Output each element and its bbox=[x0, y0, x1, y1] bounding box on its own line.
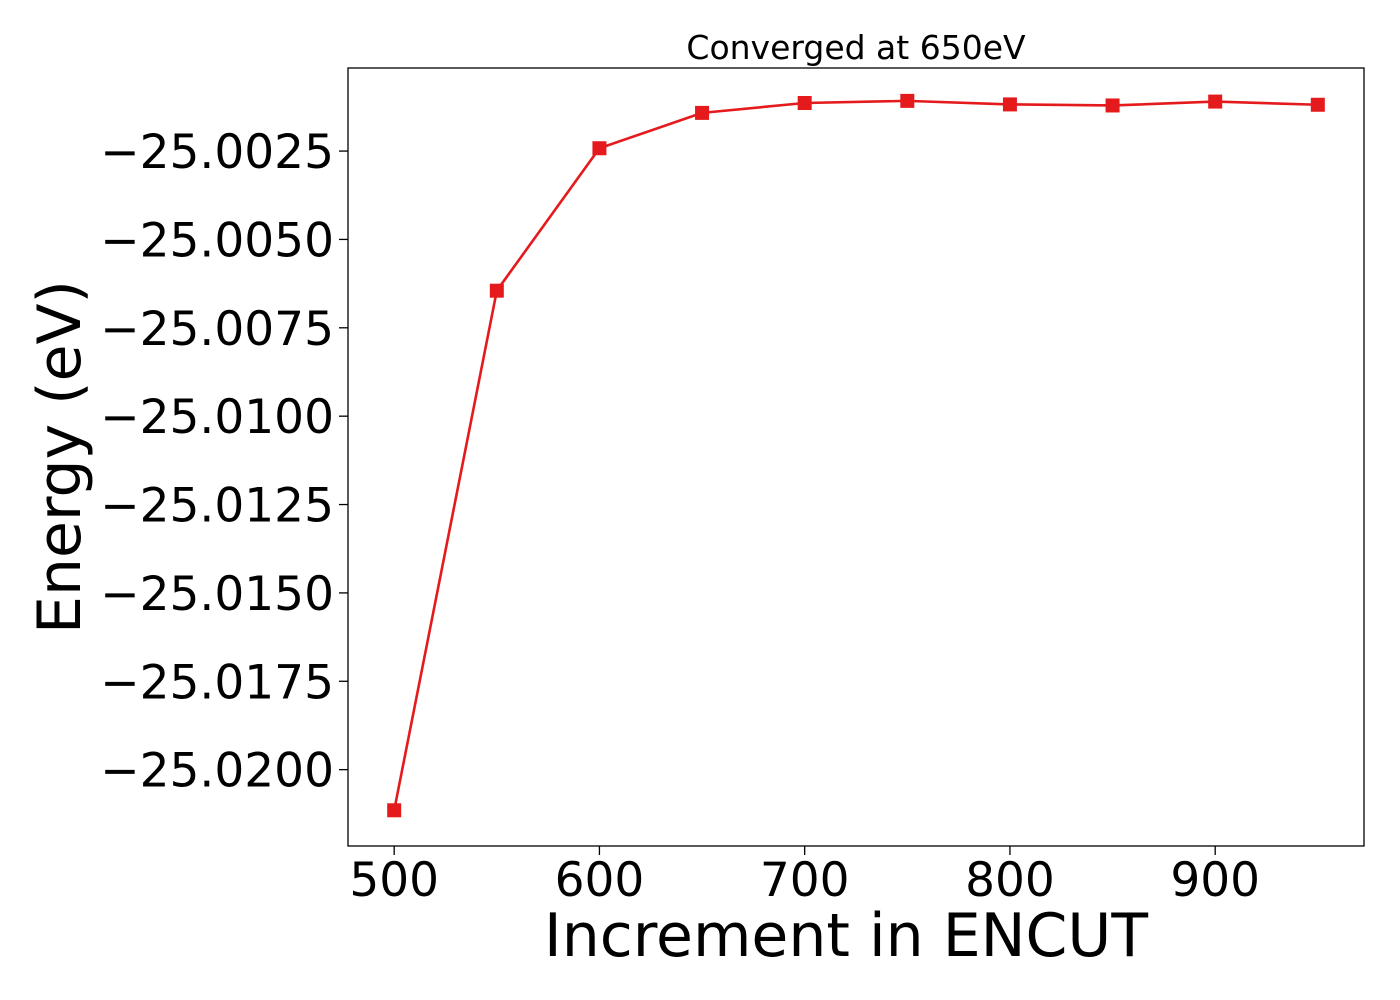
energy-data-point bbox=[1002, 97, 1017, 112]
energy-data-point bbox=[387, 803, 402, 818]
x-axis-ticks: 500 600 700 800 900 bbox=[349, 846, 1260, 908]
energy-data-point bbox=[900, 93, 915, 108]
energy-data-point bbox=[592, 141, 607, 156]
y-axis-label: Energy (eV) bbox=[25, 280, 95, 634]
energy-data-point bbox=[695, 105, 710, 120]
y-axis-ticks: −25.0025 −25.0050 −25.0075 −25.0100 −25.0125… bbox=[100, 125, 348, 799]
x-tick-label: 700 bbox=[760, 853, 850, 908]
y-tick-label: −25.0150 bbox=[100, 567, 334, 622]
chart-title: Converged at 650eV bbox=[686, 28, 1026, 67]
energy-data-point bbox=[489, 283, 504, 298]
y-tick-label: −25.0125 bbox=[100, 479, 334, 534]
y-tick-label: −25.0200 bbox=[100, 744, 334, 799]
y-tick-label: −25.0100 bbox=[100, 390, 334, 445]
x-tick-label: 600 bbox=[555, 853, 645, 908]
plot-frame bbox=[347, 67, 1365, 847]
energy-data-point bbox=[1208, 94, 1223, 109]
series-layer bbox=[387, 93, 1325, 818]
y-tick-label: −25.0050 bbox=[100, 213, 334, 268]
y-tick-label: −25.0175 bbox=[100, 655, 334, 710]
energy-series-line bbox=[392, 99, 1318, 811]
plot-area bbox=[347, 67, 1365, 847]
energy-data-point bbox=[1310, 97, 1325, 112]
y-tick-label: −25.0075 bbox=[100, 302, 334, 357]
energy-data-point bbox=[797, 95, 812, 110]
x-tick-label: 800 bbox=[965, 853, 1055, 908]
y-tick-label: −25.0025 bbox=[100, 125, 334, 180]
energy-data-point bbox=[1105, 98, 1120, 113]
x-axis-label: Increment in ENCUT bbox=[544, 901, 1148, 971]
x-tick-label: 500 bbox=[349, 853, 439, 908]
x-tick-label: 900 bbox=[1170, 853, 1260, 908]
